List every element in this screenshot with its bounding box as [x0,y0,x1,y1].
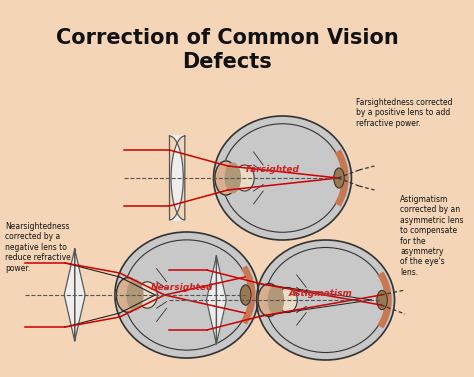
Ellipse shape [215,161,237,195]
Polygon shape [207,256,226,344]
Ellipse shape [214,116,351,240]
Text: Astigmatism: Astigmatism [289,290,353,299]
Ellipse shape [268,286,283,314]
Ellipse shape [377,290,387,310]
Ellipse shape [258,284,280,317]
Ellipse shape [235,165,254,191]
Ellipse shape [127,280,143,310]
Text: Nearsightedness
corrected by a
negative lens to
reduce refractive
power.: Nearsightedness corrected by a negative … [5,222,71,273]
Polygon shape [64,249,85,341]
Ellipse shape [256,240,394,360]
Polygon shape [170,136,185,220]
Ellipse shape [116,278,139,312]
Text: Farsighted: Farsighted [246,166,300,175]
Ellipse shape [278,287,297,313]
Ellipse shape [334,168,344,188]
Text: Astigmatism
corrected by an
asymmetric lens
to compensate
for the
asymmetry
of t: Astigmatism corrected by an asymmetric l… [400,195,464,277]
Ellipse shape [115,232,258,358]
Text: Farsightedness corrected
by a positive lens to add
refractive power.: Farsightedness corrected by a positive l… [356,98,453,128]
Text: Defects: Defects [182,52,272,72]
Text: Correction of Common Vision: Correction of Common Vision [55,28,398,48]
Text: Nearsighted: Nearsighted [151,282,213,291]
Ellipse shape [137,282,157,308]
Ellipse shape [240,285,251,305]
Ellipse shape [225,163,240,193]
